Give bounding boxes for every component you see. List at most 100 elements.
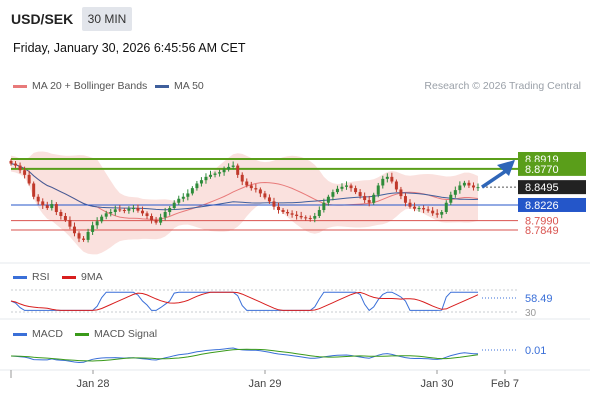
candle-body — [417, 208, 421, 210]
candle-body — [422, 208, 426, 210]
candle-body — [444, 202, 448, 213]
candle-body — [204, 176, 208, 181]
x-tick-label: Jan 30 — [420, 378, 453, 390]
candle-body — [45, 205, 49, 209]
candle-body — [145, 213, 149, 216]
candle-body — [381, 178, 385, 186]
ma9-label: 9MA — [81, 271, 103, 283]
candle-body — [236, 165, 240, 175]
candle-body — [372, 194, 376, 203]
candle-body — [23, 170, 27, 175]
candle-body — [172, 202, 176, 209]
candle-body — [313, 215, 317, 219]
candle-body — [258, 189, 262, 194]
candle-body — [213, 173, 217, 175]
candle-body — [72, 226, 76, 234]
legend-macd: MACD — [13, 328, 63, 340]
candle-body — [349, 185, 353, 189]
ma9-swatch — [62, 275, 76, 279]
candle-body — [367, 200, 371, 203]
level-label-box — [518, 161, 586, 176]
candle-body — [272, 201, 276, 207]
candle-body — [240, 174, 244, 182]
timeframe-button[interactable]: 30 MIN — [82, 7, 132, 31]
timestamp: Friday, January 30, 2026 6:45:56 AM CET — [13, 41, 246, 55]
candle-body — [181, 196, 185, 199]
candle-body — [59, 212, 63, 216]
ma20-label: MA 20 + Bollinger Bands — [32, 80, 148, 92]
candle-body — [18, 165, 22, 171]
candle-body — [458, 185, 462, 191]
ma50-label: MA 50 — [174, 80, 204, 92]
candle-body — [440, 212, 444, 215]
candle-body — [471, 185, 475, 188]
legend-ma50: MA 50 — [155, 80, 204, 92]
last-price-label: 8.8495 — [525, 182, 559, 194]
forecast-arrowhead — [497, 160, 515, 176]
candle-body — [50, 204, 54, 209]
candle-body — [376, 185, 380, 195]
candle-body — [36, 196, 40, 202]
candle-body — [322, 202, 326, 211]
macd-swatch — [13, 332, 27, 336]
candle-body — [208, 174, 212, 177]
x-tick-label: Jan 29 — [248, 378, 281, 390]
candle-body — [231, 165, 235, 167]
candle-body — [254, 188, 258, 190]
candle-body — [431, 210, 435, 214]
level-label: 8.8770 — [525, 164, 559, 176]
candle-body — [199, 180, 203, 184]
candle-body — [100, 216, 104, 222]
candle-body — [63, 215, 67, 220]
macd-signal-line — [10, 348, 479, 362]
candle-body — [413, 206, 417, 209]
candle-body — [354, 188, 358, 193]
candle-body — [86, 231, 90, 240]
candle-body — [113, 209, 117, 213]
symbol-title: USD/SEK — [11, 11, 74, 27]
legend-rsi: RSI — [13, 271, 50, 283]
candle-body — [435, 213, 439, 215]
candle-body — [363, 196, 367, 201]
legend-macd-signal: MACD Signal — [75, 328, 157, 340]
candle-body — [131, 208, 135, 210]
credit-text: Research © 2026 Trading Central — [424, 80, 581, 92]
candle-body — [186, 193, 190, 197]
candle-body — [335, 188, 339, 193]
candle-body — [77, 233, 81, 239]
rsi-level-label: 30 — [525, 308, 537, 319]
candle-body — [104, 213, 108, 217]
candle-body — [190, 188, 194, 194]
candle-body — [27, 174, 31, 184]
macd-value-label: 0.01 — [525, 345, 546, 357]
x-tick-label: Jan 28 — [76, 378, 109, 390]
candle-body — [277, 206, 281, 211]
candle-body — [68, 219, 72, 227]
candle-body — [245, 181, 249, 186]
legend-rsi-ma9: 9MA — [62, 271, 103, 283]
candle-body — [136, 208, 140, 211]
candle-body — [127, 208, 131, 211]
candle-body — [9, 160, 13, 164]
last-price-box — [518, 180, 586, 195]
candle-body — [118, 209, 122, 211]
ma50-swatch — [155, 84, 169, 88]
candle-body — [317, 210, 321, 216]
candle-body — [227, 166, 231, 170]
candle-body — [150, 215, 154, 220]
candle-body — [394, 181, 398, 190]
candle-body — [326, 196, 330, 203]
candle-body — [122, 210, 126, 212]
candle-body — [91, 225, 95, 232]
candle-body — [159, 217, 163, 223]
candle-body — [295, 214, 299, 216]
macd-label: MACD — [32, 328, 63, 340]
candle-body — [267, 197, 271, 202]
candle-body — [154, 219, 158, 223]
candle-body — [82, 238, 86, 240]
rsi-label: RSI — [32, 271, 50, 283]
candle-body — [299, 215, 303, 218]
candle-body — [331, 192, 335, 197]
candle-body — [385, 176, 389, 179]
